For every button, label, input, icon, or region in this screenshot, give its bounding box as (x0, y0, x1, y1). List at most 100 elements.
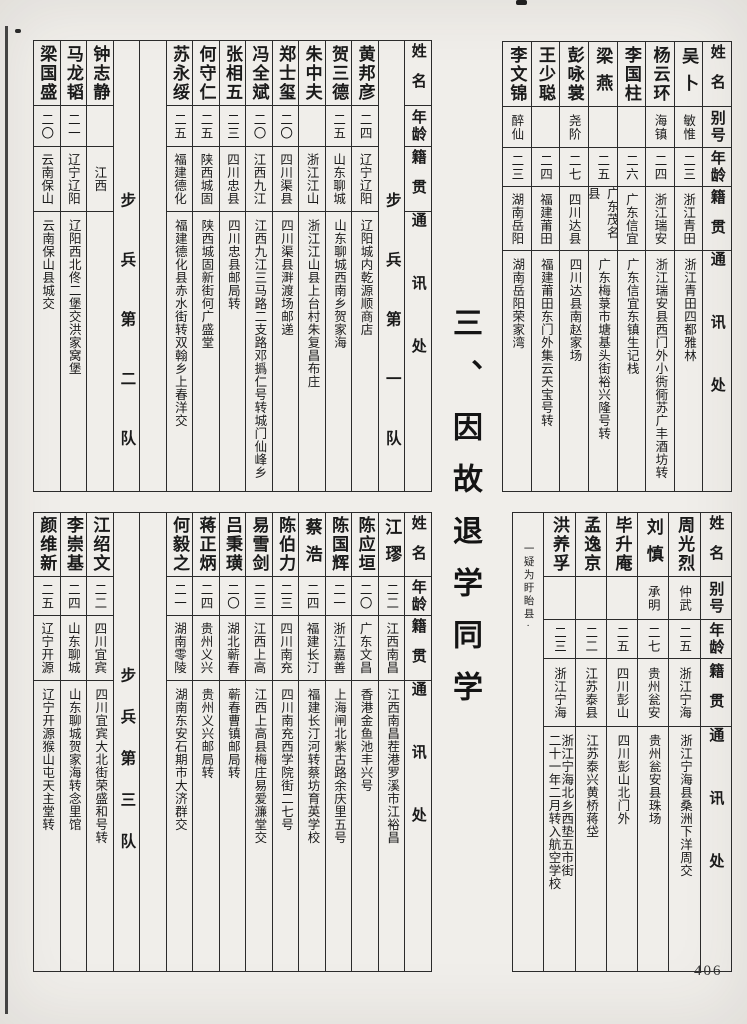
age-cell-text: 二〇 (225, 582, 240, 610)
alias-cell: 承明 (638, 577, 669, 620)
age-cell-text: 二二 (384, 582, 399, 610)
age-cell (87, 106, 113, 147)
header-cell-age-text: 年龄 (707, 622, 724, 656)
origin-cell: 福建德化 (166, 147, 193, 212)
name-cell-text: 钟志静 (90, 44, 110, 102)
origin-cell-text: 广东茂名县 (588, 187, 617, 239)
age-cell-text: 二三 (278, 582, 293, 610)
person-column: 陈应垣 二〇 广东文昌 香港金鱼池丰兴号 (351, 513, 378, 971)
name-cell: 何守仁 (193, 41, 219, 106)
age-cell: 二四 (531, 148, 560, 187)
person-column: 吴卜 敏惟 二三 浙江青田 浙江青田四都雅林 (673, 42, 703, 491)
name-cell-text: 颜维新 (37, 516, 57, 573)
address-cell-text: 江西上高县梅庄易爱濂堂交 (252, 688, 267, 844)
age-cell: 二四 (193, 577, 219, 616)
origin-cell: 广东信宜 (617, 187, 646, 251)
address-cell-text: 浙江瑞安县西门外小衖衕苏广丰酒坊转 (653, 258, 668, 479)
person-column: 王少聪 二四 福建莆田 福建莆田东门外集云天宝号转 (530, 42, 560, 491)
name-cell-text: 洪养孚 (549, 516, 569, 573)
age-cell-text: 二四 (65, 582, 80, 610)
squad-column: 步兵第二队 (112, 41, 140, 491)
address-cell: 江西南昌茬港罗溪市江裕昌 (379, 681, 405, 848)
name-cell-text: 马龙韬 (63, 44, 83, 102)
age-cell-text: 二三 (681, 153, 696, 181)
age-cell: 二〇 (246, 106, 272, 147)
name-cell: 杨云环 (646, 42, 674, 107)
address-cell-text: 江西九江三马路二支路邓撝仁号转城门仙峰乡 (252, 219, 267, 479)
address-cell: 山东聊城贺家海转念里馆 (61, 681, 87, 835)
person-column: 何守仁 二五 陕西城固 陕西城固新街何广盛堂 (192, 41, 219, 491)
age-cell: 二二 (87, 577, 113, 616)
header-cell-alias-text: 别号 (707, 581, 724, 615)
age-cell-text: 二一 (171, 582, 186, 610)
origin-cell: 辽宁辽阳 (352, 147, 378, 212)
origin-cell-text: 四川宜宾 (92, 622, 107, 674)
age-cell: 二三 (503, 148, 531, 187)
alias-cell-text: 尧阶 (566, 113, 581, 141)
margin-note-column: 一疑为盱眙县· (513, 513, 543, 971)
person-column: 毕升庵 二五 四川彭山 四川彭山北门外 (605, 513, 638, 971)
age-cell: 二四 (352, 106, 378, 147)
origin-cell-text: 广东信宜 (623, 192, 638, 245)
age-cell: 二六 (617, 148, 646, 187)
age-cell-text: 二〇 (357, 582, 372, 610)
origin-cell-text: 辽宁辽阳 (65, 153, 80, 205)
address-cell-text: 辽阳城内乾源顺商店 (358, 219, 373, 336)
origin-cell-text: 山东聊城 (65, 622, 80, 674)
name-cell-text: 周光烈 (675, 516, 695, 573)
origin-cell: 湖北蕲春 (219, 616, 246, 681)
squad-column: 步兵第三队 (112, 513, 140, 971)
squad-label: 步兵第三队 (114, 513, 140, 971)
age-cell-text: 二五 (595, 153, 610, 181)
age-cell: 二一 (60, 106, 87, 147)
person-column: 苏永绥 二五 福建德化 福建德化县赤水街转双翰乡上春洋交 (165, 41, 193, 491)
name-cell: 蒋正炳 (193, 513, 219, 577)
address-cell: 辽阳西北佟二堡交洪家窝堡 (61, 212, 87, 379)
blank-column (139, 41, 166, 491)
origin-cell: 贵州义兴 (193, 616, 219, 681)
age-cell-text: 二五 (331, 112, 346, 140)
origin-cell-text: 江西上高 (251, 622, 266, 674)
address-cell-text: 四川渠县溿渡场邮递 (278, 219, 293, 336)
origin-cell: 山东聊城 (60, 616, 87, 681)
address-cell: 江西上高县梅庄易爱濂堂交 (246, 681, 272, 848)
name-cell-text: 李崇基 (63, 516, 83, 573)
origin-cell-text: 贵州义兴 (198, 622, 213, 674)
blank-cell (140, 513, 166, 971)
name-cell-text: 江璆 (382, 517, 402, 572)
address-cell-text: 四川彭山北门外 (615, 734, 630, 825)
origin-cell: 江西上高 (246, 616, 272, 681)
address-cell-text: 广东信宜东镇生记栈 (624, 258, 639, 375)
age-cell-text: 二七 (645, 625, 660, 653)
name-cell-text: 何守仁 (196, 44, 216, 102)
name-cell: 毕升庵 (606, 513, 638, 577)
age-cell: 二〇 (34, 106, 60, 147)
section-title: 三、因故退学同学 (436, 300, 492, 730)
margin-note: 一疑为盱眙县· (513, 513, 543, 971)
name-cell: 贺三德 (325, 41, 352, 106)
name-cell: 何毅之 (166, 513, 193, 577)
squad-label: 步兵第二队 (114, 41, 140, 491)
alias-cell: 敏惟 (674, 107, 703, 148)
alias-cell-text: 海镇 (652, 113, 667, 141)
page-number: 406 (694, 963, 723, 979)
person-column: 蒋正炳 二四 贵州义兴 贵州义兴邮局转 (192, 513, 219, 971)
age-cell-text: 二一 (65, 112, 80, 140)
age-cell: 二二 (378, 577, 405, 616)
person-column: 李文锦 醉仙 二三 湖南岳阳 湖南岳阳荣家湾 (503, 42, 531, 491)
name-cell-text: 陈应垣 (355, 516, 375, 573)
age-cell-text: 二〇 (278, 112, 293, 140)
header-cell-name-text: 姓名 (707, 514, 724, 575)
header-cell-age: 年龄 (700, 620, 731, 659)
address-cell: 福建莆田东门外集云天宝号转 (532, 251, 560, 431)
age-cell: 二三 (674, 148, 703, 187)
person-column: 陈伯力 二三 四川南充 四川南充西学院街二七号 (271, 513, 299, 971)
age-cell: 二二 (575, 620, 606, 659)
origin-cell: 浙江嘉善 (325, 616, 352, 681)
address-cell: 湖南东安石期市大济群交 (167, 681, 193, 835)
name-cell-text: 蔡浩 (302, 517, 322, 572)
alias-cell: 醉仙 (503, 107, 531, 148)
origin-cell-text: 四川达县 (566, 192, 581, 245)
name-cell-text: 彭咏裳 (564, 45, 584, 103)
